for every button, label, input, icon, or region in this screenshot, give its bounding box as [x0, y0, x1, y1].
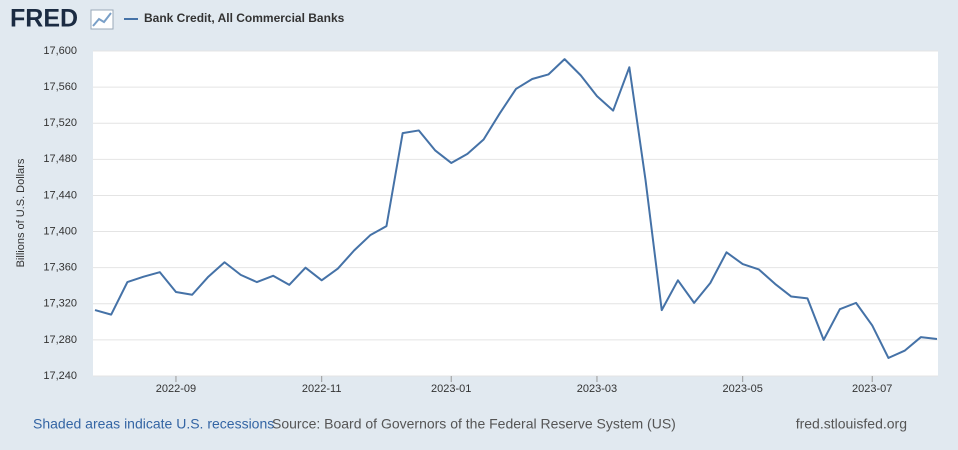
plot-area: [93, 51, 938, 376]
recession-link[interactable]: Shaded areas indicate U.S. recessions: [33, 416, 274, 432]
y-axis-label: Billions of U.S. Dollars: [15, 158, 27, 267]
y-tick-label: 17,320: [43, 298, 77, 310]
y-tick-label: 17,360: [43, 262, 77, 274]
y-tick-label: 17,240: [43, 370, 77, 382]
x-tick-label: 2023-07: [852, 383, 892, 395]
data-line: [94, 58, 938, 359]
y-tick-label: 17,560: [43, 81, 77, 93]
x-tick-label: 2022-09: [156, 383, 196, 395]
y-tick-label: 17,600: [43, 45, 77, 57]
x-tick-label: 2023-05: [723, 383, 763, 395]
source: Source: Board of Governors of the Federa…: [272, 416, 676, 432]
logo-icon: [90, 9, 114, 30]
y-tick-label: 17,400: [43, 225, 77, 237]
y-tick-label: 17,520: [43, 117, 77, 129]
y-tick-label: 17,480: [43, 153, 77, 165]
logo[interactable]: FRED: [10, 5, 78, 33]
x-tick-label: 2023-01: [431, 383, 471, 395]
y-tick-label: 17,280: [43, 334, 77, 346]
x-tick-label: 2023-03: [577, 383, 617, 395]
y-tick-label: 17,440: [43, 189, 77, 201]
x-tick-label: 2022-11: [302, 383, 342, 395]
site[interactable]: fred.stlouisfed.org: [796, 416, 907, 432]
legend-label: Bank Credit, All Commercial Banks: [144, 11, 345, 25]
